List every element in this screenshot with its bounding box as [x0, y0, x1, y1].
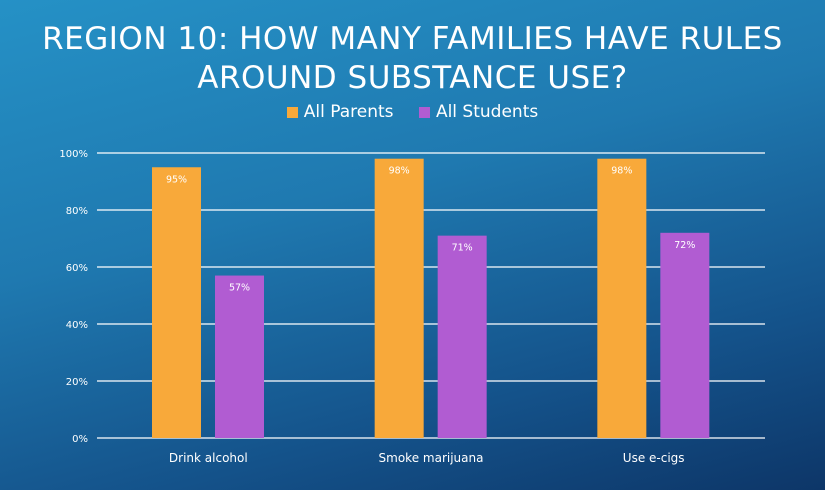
y-tick-label: 40%	[66, 320, 88, 331]
legend: All Parents All Students	[0, 102, 825, 123]
x-tick-label: Drink alcohol	[169, 451, 248, 465]
legend-label-students: All Students	[435, 102, 539, 122]
y-tick-label: 0%	[72, 434, 88, 445]
legend-swatch-parents	[286, 106, 298, 118]
y-tick-label: 80%	[66, 206, 88, 217]
bar	[437, 235, 487, 438]
data-label: 71%	[452, 243, 473, 254]
bar	[660, 232, 710, 438]
legend-swatch-students	[418, 106, 430, 118]
x-tick-label: Use e-cigs	[623, 451, 685, 465]
bar	[374, 158, 424, 438]
x-tick-label: Smoke marijuana	[379, 451, 484, 465]
data-label: 98%	[389, 166, 410, 177]
data-label: 95%	[166, 174, 187, 185]
data-label: 57%	[229, 283, 250, 294]
y-tick-label: 60%	[66, 263, 88, 274]
chart-title: REGION 10: HOW MANY FAMILIES HAVE RULES …	[42, 21, 783, 96]
legend-item-parents: All Parents	[286, 102, 394, 122]
bar	[597, 158, 647, 438]
legend-label-parents: All Parents	[303, 102, 394, 122]
data-label: 72%	[674, 240, 695, 251]
bar	[215, 275, 264, 438]
data-label: 98%	[611, 166, 632, 177]
bar	[152, 167, 201, 438]
y-tick-label: 20%	[66, 377, 88, 388]
y-tick-label: 100%	[59, 149, 88, 160]
legend-item-students: All Students	[418, 102, 539, 122]
